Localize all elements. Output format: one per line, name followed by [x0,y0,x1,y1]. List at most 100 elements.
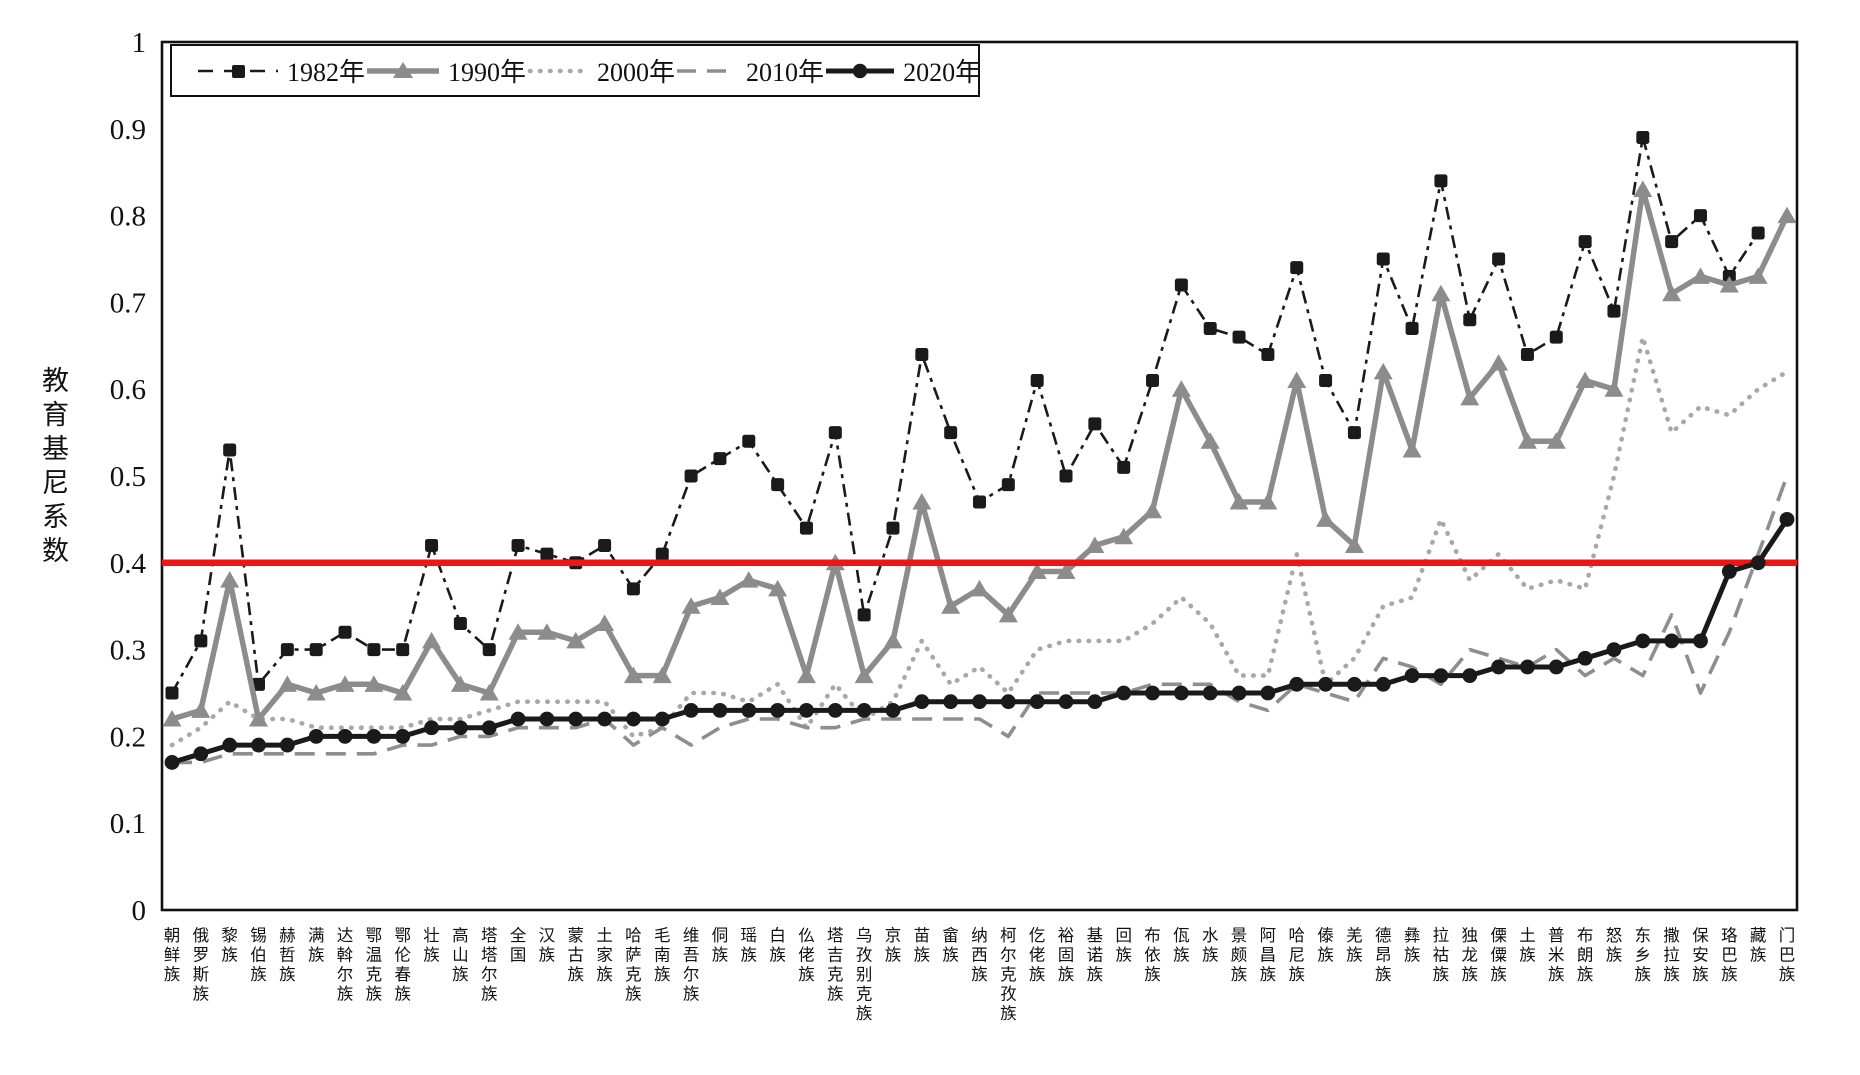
y-tick-label: 0 [132,895,147,927]
x-category-label: 德昂族 [1375,926,1392,984]
x-category-label: 拉祜族 [1433,926,1450,984]
x-category-label: 乌孜别克族 [856,926,873,1023]
y-tick-label: 0.6 [110,374,146,406]
x-category-label: 哈尼族 [1288,926,1305,984]
x-category-label: 瑶族 [741,926,758,965]
x-category-label: 怒族 [1606,926,1623,965]
legend-label: 2000年 [597,58,676,87]
y-tick-label: 0.1 [110,808,146,840]
x-category-label: 仡佬族 [1029,926,1046,984]
legend-label: 2020年 [903,58,982,87]
x-category-label: 裕固族 [1058,926,1075,984]
x-category-label: 佤族 [1173,926,1190,965]
x-category-label: 仫佬族 [798,926,815,984]
legend-item-1982: 1982年 [196,52,365,89]
x-category-label: 东乡族 [1635,926,1652,984]
x-category-label: 纳西族 [971,926,988,984]
series-line [171,186,1790,722]
x-category-label: 保安族 [1692,926,1709,984]
x-category-label: 毛南族 [654,926,671,984]
x-category-label: 撒拉族 [1663,926,1680,984]
x-category-label: 傈僳族 [1490,926,1507,984]
series-markers-circle [164,512,1795,770]
x-category-label: 普米族 [1548,926,1565,984]
x-category-label: 苗族 [914,926,931,965]
y-tick-label: 0.8 [110,201,146,233]
series-2020年 [164,512,1795,770]
y-tick-label: 0.4 [110,548,147,580]
x-category-label: 羌族 [1346,926,1363,965]
x-category-label: 高山族 [452,926,469,984]
x-category-label: 柯尔克孜族 [1000,926,1017,1023]
x-category-label: 藏族 [1750,926,1767,965]
x-category-label: 傣族 [1317,926,1334,965]
x-category-label: 俄罗斯族 [193,926,210,1004]
x-category-label: 水族 [1202,926,1219,965]
y-axis-tick-labels: 0 0.1 0.2 0.3 0.4 0.5 0.6 0.7 0.8 0.9 1 [110,27,147,927]
x-category-label: 维吾尔族 [683,926,700,1004]
legend-sample-dotted-icon [527,68,591,73]
y-tick-label: 0.7 [110,287,146,319]
series-markers-square [165,130,1765,700]
legend-sample-dashed-icon [677,68,738,73]
series-line [169,334,1790,748]
legend-sample-solid-triangle-icon [367,61,440,78]
series-2000年 [169,334,1790,748]
x-category-label: 阿昌族 [1260,926,1277,984]
series-markers-triangle [162,180,1797,727]
legend-label: 1990年 [448,58,527,87]
x-category-label: 满族 [308,926,325,965]
y-tick-label: 0.2 [110,721,146,753]
x-category-label: 蒙古族 [568,926,585,984]
x-category-label: 白族 [769,926,786,965]
x-category-label: 鄂伦春族 [394,926,411,1004]
x-category-label: 土家族 [596,926,613,984]
x-category-label: 鄂温克族 [366,926,383,1004]
x-category-label: 黎族 [221,926,238,965]
y-tick-label: 1 [132,27,147,59]
series-1990年 [162,180,1797,727]
x-category-label: 哈萨克族 [625,926,642,1004]
x-category-label: 汉族 [539,926,556,965]
x-category-label: 布朗族 [1577,926,1594,984]
x-category-label: 门巴族 [1779,926,1796,984]
x-category-label: 基诺族 [1087,926,1104,984]
legend-item-2000: 2000年 [526,52,675,89]
series-2010年 [172,475,1789,765]
x-category-label: 珞巴族 [1721,926,1738,984]
x-category-label: 塔塔尔族 [481,926,498,1004]
x-category-label: 全国 [510,926,527,965]
x-category-label: 赫哲族 [279,926,296,984]
legend-sample-dashdot-square-icon [198,64,278,78]
series-line [171,518,1790,765]
x-category-label: 回族 [1115,926,1132,965]
x-category-label: 布依族 [1144,926,1161,984]
x-category-label: 独龙族 [1462,926,1479,984]
series-1982年 [165,130,1765,700]
legend-item-2020: 2020年 [824,52,981,89]
x-category-label: 锡伯族 [250,926,267,984]
x-category-label: 景颇族 [1231,926,1248,984]
y-axis-title: 教育基尼系数 [38,366,68,570]
x-category-label: 彝族 [1404,926,1421,965]
x-category-label: 侗族 [712,926,729,965]
legend-item-2010: 2010年 [675,52,824,89]
chart-legend: 1982年 1990年 2000年 2010年 20 [170,44,981,97]
y-tick-label: 0.3 [110,635,146,667]
legend-label: 1982年 [287,58,366,87]
legend-item-1990: 1990年 [365,52,526,89]
series-line [172,475,1789,765]
x-category-label: 壮族 [423,926,440,965]
x-category-label: 畲族 [942,926,959,965]
x-category-label: 土族 [1519,926,1536,965]
legend-sample-solid-circle-icon [826,63,895,78]
y-tick-label: 0.9 [110,114,146,146]
legend-label: 2010年 [746,58,825,87]
x-category-label: 塔吉克族 [827,926,844,1004]
y-tick-label: 0.5 [110,461,146,493]
x-category-label: 达斡尔族 [337,926,354,1004]
plot-border [160,40,1799,912]
x-axis-category-labels: 朝鲜族俄罗斯族黎族锡伯族赫哲族满族达斡尔族鄂温克族鄂伦春族壮族高山族塔塔尔族全国… [164,926,1796,1023]
